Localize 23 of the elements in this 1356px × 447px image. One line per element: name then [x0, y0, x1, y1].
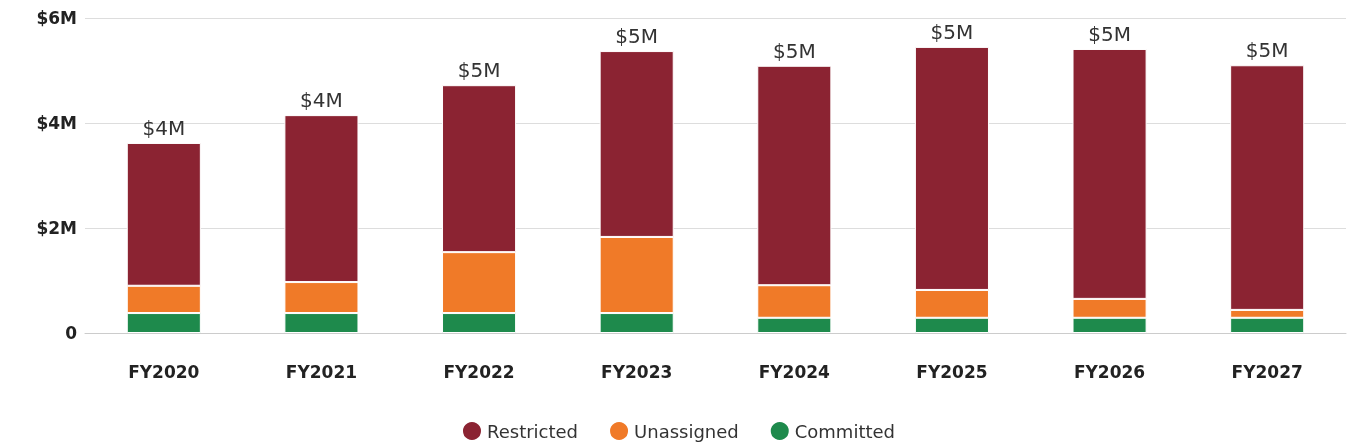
total-label: $5M — [615, 24, 659, 49]
legend-label: Restricted — [486, 420, 579, 442]
x-tick-label: FY2027 — [1231, 361, 1303, 382]
x-tick-label: FY2022 — [443, 361, 515, 382]
y-tick-label: $4M — [36, 113, 77, 133]
total-label: $5M — [457, 58, 501, 83]
y-tick-label: 0 — [65, 323, 78, 343]
legend-label: Committed — [794, 420, 896, 442]
x-tick-label: FY2023 — [601, 361, 673, 382]
x-tick-label: FY2026 — [1073, 361, 1146, 382]
total-label: $4M — [142, 115, 186, 140]
total-label: $4M — [300, 88, 343, 113]
x-tick-label: FY2021 — [285, 361, 358, 382]
x-tick-label: FY2024 — [758, 361, 831, 382]
total-label: $5M — [930, 19, 974, 44]
total-label: $5M — [1088, 21, 1131, 46]
x-tick-label: FY2025 — [916, 361, 988, 382]
total-label: $5M — [1245, 38, 1289, 63]
y-tick-label: $6M — [36, 8, 77, 28]
y-tick-label: $2M — [36, 218, 77, 238]
total-label: $5M — [772, 38, 816, 63]
legend-label: Unassigned — [634, 420, 739, 442]
x-tick-label: FY2020 — [128, 361, 200, 382]
